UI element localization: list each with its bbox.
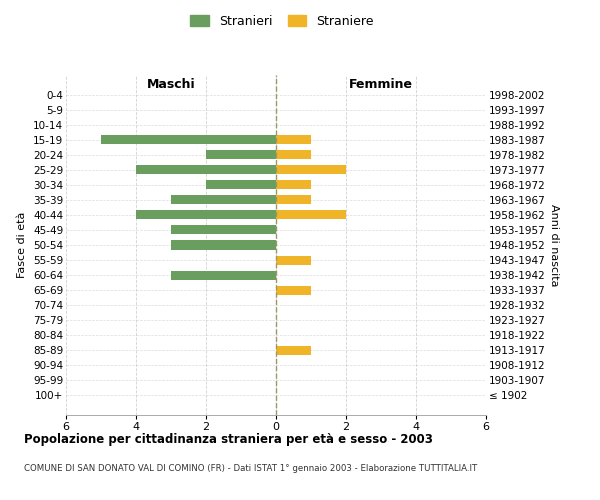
Bar — [276, 196, 311, 204]
Bar — [171, 226, 276, 234]
Bar — [276, 346, 311, 354]
Text: COMUNE DI SAN DONATO VAL DI COMINO (FR) - Dati ISTAT 1° gennaio 2003 - Elaborazi: COMUNE DI SAN DONATO VAL DI COMINO (FR) … — [24, 464, 477, 473]
Y-axis label: Anni di nascita: Anni di nascita — [550, 204, 559, 286]
Bar — [276, 166, 346, 174]
Bar — [276, 256, 311, 264]
Bar — [171, 240, 276, 250]
Bar — [101, 136, 276, 144]
Bar — [206, 180, 276, 190]
Bar — [206, 150, 276, 160]
Bar — [276, 210, 346, 220]
Bar — [276, 180, 311, 190]
Bar — [136, 210, 276, 220]
Legend: Stranieri, Straniere: Stranieri, Straniere — [187, 11, 377, 32]
Bar — [276, 286, 311, 294]
Y-axis label: Fasce di età: Fasce di età — [17, 212, 28, 278]
Bar — [171, 196, 276, 204]
Bar — [136, 166, 276, 174]
Text: Popolazione per cittadinanza straniera per età e sesso - 2003: Popolazione per cittadinanza straniera p… — [24, 432, 433, 446]
Bar — [276, 136, 311, 144]
Bar — [276, 150, 311, 160]
Bar — [171, 270, 276, 280]
Text: Maschi: Maschi — [146, 78, 196, 91]
Text: Femmine: Femmine — [349, 78, 413, 91]
